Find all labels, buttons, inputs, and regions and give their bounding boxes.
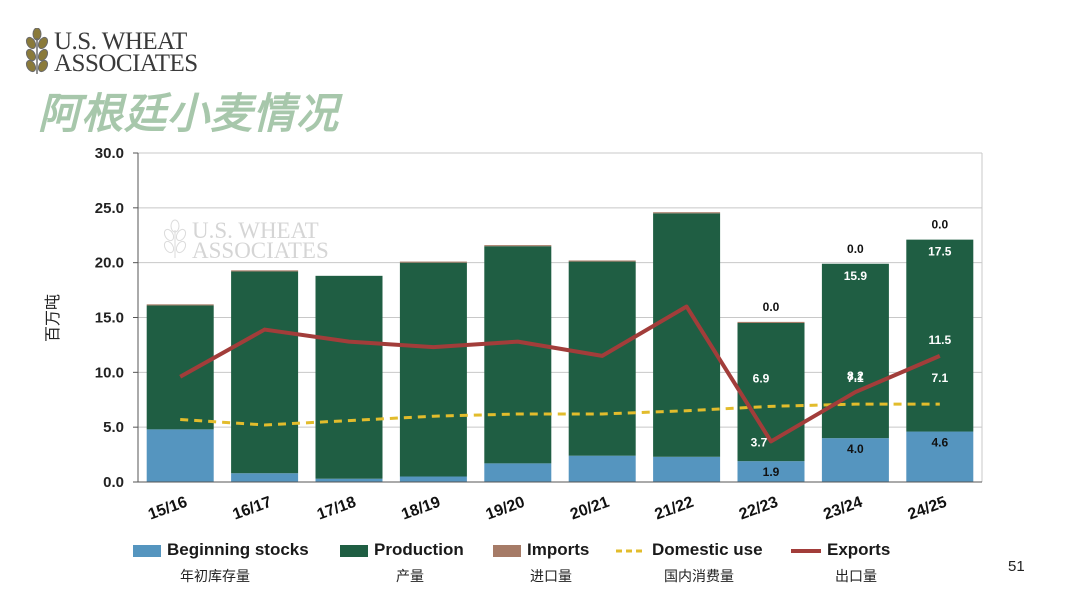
- brand-line2: ASSOCIATES: [54, 50, 198, 77]
- wheat-icon: [25, 28, 49, 74]
- legend-swatch-beginning-stocks: [133, 544, 161, 557]
- line-domestic-use: [180, 402, 940, 427]
- x-tick-label: 18/19: [399, 494, 443, 524]
- data-label-exports: 8.2: [847, 369, 864, 383]
- data-label-imports: 0.0: [931, 218, 948, 232]
- y-tick-label: 25.0: [95, 200, 124, 217]
- bar-production: [315, 275, 383, 479]
- legend-item-exports: Exports: [791, 540, 890, 562]
- bar-production: [146, 305, 214, 430]
- legend-label-imports: Imports: [527, 540, 590, 559]
- legend-cn-domestic-use: 国内消费量: [664, 569, 734, 585]
- data-label-domestic-use: 6.9: [753, 371, 770, 385]
- legend-cn-beginning-stocks: 年初库存量: [180, 569, 250, 585]
- data-label-production: 17.5: [928, 245, 952, 259]
- bar-production: [399, 262, 467, 477]
- bar-production: [906, 239, 974, 432]
- legend-cn-production: 产量: [396, 569, 424, 585]
- bar-imports: [737, 321, 805, 323]
- data-label-imports: 0.0: [847, 242, 864, 256]
- bar-beginning-stocks: [315, 478, 383, 482]
- data-label-domestic-use: 7.1: [931, 371, 948, 385]
- y-tick-label: 10.0: [95, 364, 124, 381]
- legend-item-imports: Imports: [493, 540, 589, 562]
- page-number: 51: [1008, 558, 1025, 575]
- x-tick-label: 15/16: [146, 494, 190, 524]
- data-label-domestic-use: 7.1: [847, 371, 864, 385]
- bar-beginning-stocks: [568, 455, 636, 482]
- y-axis-label: 百万吨: [43, 294, 62, 342]
- data-label-exports: 11.5: [928, 333, 951, 347]
- bar-production: [653, 213, 721, 457]
- legend-swatch-exports: [791, 548, 821, 553]
- x-tick-label: 19/20: [484, 494, 528, 524]
- legend-label-production: Production: [374, 540, 464, 559]
- x-tick-label: 24/25: [906, 494, 950, 524]
- bar-beginning-stocks: [231, 473, 299, 482]
- data-label-stocks: 4.0: [847, 442, 864, 456]
- watermark-logo: U.S. WHEAT ASSOCIATES: [163, 218, 329, 263]
- brand-logo: U.S. WHEAT ASSOCIATES: [24, 28, 214, 78]
- legend-label-exports: Exports: [827, 540, 891, 559]
- bar-beginning-stocks: [906, 431, 974, 482]
- bar-beginning-stocks: [484, 463, 552, 482]
- data-label-stocks: 4.6: [931, 436, 948, 450]
- x-tick-label: 22/23: [737, 494, 781, 524]
- y-tick-label: 30.0: [95, 145, 124, 162]
- x-tick-label: 17/18: [315, 494, 359, 524]
- y-tick-label: 0.0: [103, 474, 124, 491]
- legend-label-beginning-stocks: Beginning stocks: [167, 540, 309, 559]
- legend-item-production: Production: [340, 540, 464, 562]
- bar-beginning-stocks: [653, 456, 721, 482]
- x-tick-label: 20/21: [568, 494, 612, 524]
- y-tick-label: 5.0: [103, 419, 124, 436]
- slide-title: 阿根廷小麦情况: [38, 90, 340, 137]
- line-exports: [179, 304, 941, 444]
- bar-imports: [399, 261, 467, 263]
- legend-item-beginning-stocks: Beginning stocks: [133, 540, 309, 562]
- bar-imports: [653, 212, 721, 214]
- bar-production: [484, 246, 552, 464]
- y-tick-label: 20.0: [95, 255, 124, 272]
- watermark-line1: U.S. WHEAT: [192, 218, 319, 243]
- bar-production: [231, 271, 299, 474]
- legend-swatch-domestic-use: [616, 549, 646, 553]
- x-tick-label: 21/22: [653, 494, 697, 524]
- data-label-production: 15.9: [844, 269, 868, 283]
- bar-imports: [231, 270, 299, 272]
- bar-imports: [484, 245, 552, 247]
- legend-swatch-production: [340, 544, 368, 557]
- bar-production: [821, 263, 889, 439]
- legend-cn-exports: 出口量: [835, 569, 877, 585]
- bar-imports: [568, 260, 636, 262]
- chart-legend: Beginning stocks 年初库存量 Production 产量 Imp…: [0, 540, 1080, 590]
- data-label-exports: 3.7: [751, 435, 768, 449]
- bar-beginning-stocks: [146, 429, 214, 482]
- bar-beginning-stocks: [399, 476, 467, 482]
- data-label-imports: 0.0: [763, 300, 780, 314]
- bar-imports: [146, 304, 214, 306]
- legend-label-domestic-use: Domestic use: [652, 540, 763, 559]
- bar-production: [568, 261, 636, 456]
- bar-beginning-stocks: [821, 438, 889, 482]
- legend-swatch-imports: [493, 544, 521, 557]
- data-label-stocks: 1.9: [763, 465, 780, 479]
- y-tick-label: 15.0: [95, 310, 124, 327]
- x-tick-label: 23/24: [821, 494, 865, 524]
- legend-cn-imports: 进口量: [530, 569, 572, 585]
- bar-beginning-stocks: [737, 461, 805, 482]
- x-tick-label: 16/17: [231, 494, 275, 524]
- brand-line1: U.S. WHEAT: [54, 28, 187, 55]
- watermark-line2: ASSOCIATES: [192, 238, 329, 263]
- legend-item-domestic-use: Domestic use: [616, 540, 763, 562]
